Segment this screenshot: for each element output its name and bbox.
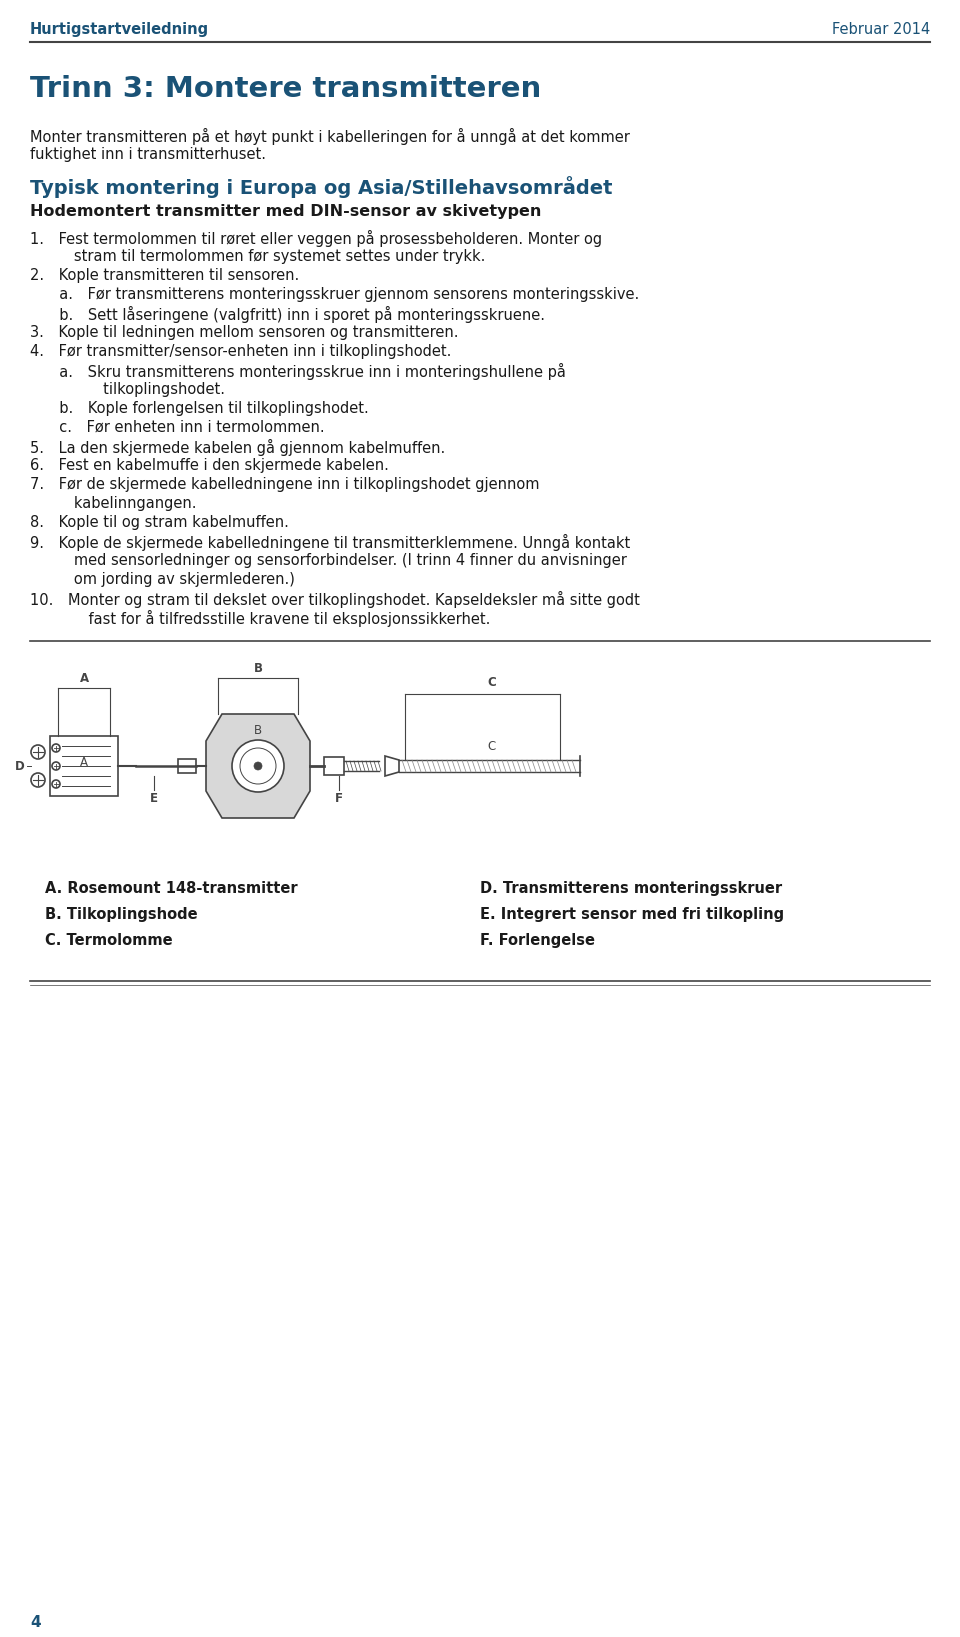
Text: E: E (150, 792, 158, 804)
Text: Februar 2014: Februar 2014 (831, 21, 930, 38)
Text: B. Tilkoplingshode: B. Tilkoplingshode (45, 907, 198, 922)
Text: 4. Før transmitter/sensor-enheten inn i tilkoplingshodet.: 4. Før transmitter/sensor-enheten inn i … (30, 344, 451, 359)
Text: A: A (80, 671, 88, 684)
Text: A: A (80, 756, 88, 768)
Text: a. Skru transmitterens monteringsskrue inn i monteringshullene på: a. Skru transmitterens monteringsskrue i… (30, 363, 565, 380)
Text: Hurtigstartveiledning: Hurtigstartveiledning (30, 21, 209, 38)
Circle shape (52, 779, 60, 787)
Text: Monter transmitteren på et høyt punkt i kabelleringen for å unngå at det kommer: Monter transmitteren på et høyt punkt i … (30, 128, 630, 146)
Polygon shape (178, 760, 196, 773)
Text: D. Transmitterens monteringsskruer: D. Transmitterens monteringsskruer (480, 881, 782, 895)
Text: b. Kople forlengelsen til tilkoplingshodet.: b. Kople forlengelsen til tilkoplingshod… (30, 401, 369, 416)
Text: Typisk montering i Europa og Asia/Stillehavsområdet: Typisk montering i Europa og Asia/Stille… (30, 177, 612, 198)
Text: Hodemontert transmitter med DIN-sensor av skivetypen: Hodemontert transmitter med DIN-sensor a… (30, 205, 541, 219)
Text: 2. Kople transmitteren til sensoren.: 2. Kople transmitteren til sensoren. (30, 268, 300, 283)
Text: 8. Kople til og stram kabelmuffen.: 8. Kople til og stram kabelmuffen. (30, 516, 289, 530)
Text: stram til termolommen før systemet settes under trykk.: stram til termolommen før systemet sette… (30, 249, 486, 264)
Text: F. Forlengelse: F. Forlengelse (480, 933, 595, 948)
Text: F: F (335, 792, 343, 804)
Polygon shape (206, 714, 310, 818)
Text: 7. Før de skjermede kabelledningene inn i tilkoplingshodet gjennom: 7. Før de skjermede kabelledningene inn … (30, 476, 540, 493)
Text: a. Før transmitterens monteringsskruer gjennom sensorens monteringsskive.: a. Før transmitterens monteringsskruer g… (30, 286, 639, 301)
Text: Trinn 3: Montere transmitteren: Trinn 3: Montere transmitteren (30, 75, 541, 103)
Text: om jording av skjermlederen.): om jording av skjermlederen.) (30, 571, 295, 588)
Polygon shape (324, 756, 344, 774)
Text: E. Integrert sensor med fri tilkopling: E. Integrert sensor med fri tilkopling (480, 907, 784, 922)
Text: 5. La den skjermede kabelen gå gjennom kabelmuffen.: 5. La den skjermede kabelen gå gjennom k… (30, 439, 445, 457)
Text: fast for å tilfredsstille kravene til eksplosjonssikkerhet.: fast for å tilfredsstille kravene til ek… (30, 611, 491, 627)
Text: B: B (254, 724, 262, 737)
Text: 9. Kople de skjermede kabelledningene til transmitterklemmene. Unngå kontakt: 9. Kople de skjermede kabelledningene ti… (30, 534, 631, 552)
Circle shape (52, 743, 60, 751)
Text: tilkoplingshodet.: tilkoplingshodet. (30, 381, 225, 398)
Text: 10. Monter og stram til dekslet over tilkoplingshodet. Kapseldeksler må sitte go: 10. Monter og stram til dekslet over til… (30, 591, 640, 607)
Text: C: C (488, 676, 496, 689)
Text: C. Termolomme: C. Termolomme (45, 933, 173, 948)
Circle shape (232, 740, 284, 792)
Text: b. Sett låseringene (valgfritt) inn i sporet på monteringsskruene.: b. Sett låseringene (valgfritt) inn i sp… (30, 306, 545, 322)
Circle shape (31, 773, 45, 787)
Circle shape (254, 761, 262, 769)
Polygon shape (50, 737, 118, 796)
Text: fuktighet inn i transmitterhuset.: fuktighet inn i transmitterhuset. (30, 147, 266, 162)
Text: med sensorledninger og sensorforbindelser. (I trinn 4 finner du anvisninger: med sensorledninger og sensorforbindelse… (30, 553, 627, 568)
Text: kabelinngangen.: kabelinngangen. (30, 496, 197, 511)
Text: 1. Fest termolommen til røret eller veggen på prosessbeholderen. Monter og: 1. Fest termolommen til røret eller vegg… (30, 231, 602, 247)
Text: C: C (488, 740, 496, 753)
Circle shape (52, 761, 60, 769)
Text: B: B (253, 661, 262, 674)
Polygon shape (385, 756, 399, 776)
Text: A. Rosemount 148-transmitter: A. Rosemount 148-transmitter (45, 881, 298, 895)
Text: 6. Fest en kabelmuffe i den skjermede kabelen.: 6. Fest en kabelmuffe i den skjermede ka… (30, 458, 389, 473)
Text: 3. Kople til ledningen mellom sensoren og transmitteren.: 3. Kople til ledningen mellom sensoren o… (30, 326, 459, 340)
Text: 4: 4 (30, 1616, 40, 1630)
Text: D: D (15, 760, 25, 773)
Text: c. Før enheten inn i termolommen.: c. Før enheten inn i termolommen. (30, 421, 324, 435)
Circle shape (31, 745, 45, 760)
